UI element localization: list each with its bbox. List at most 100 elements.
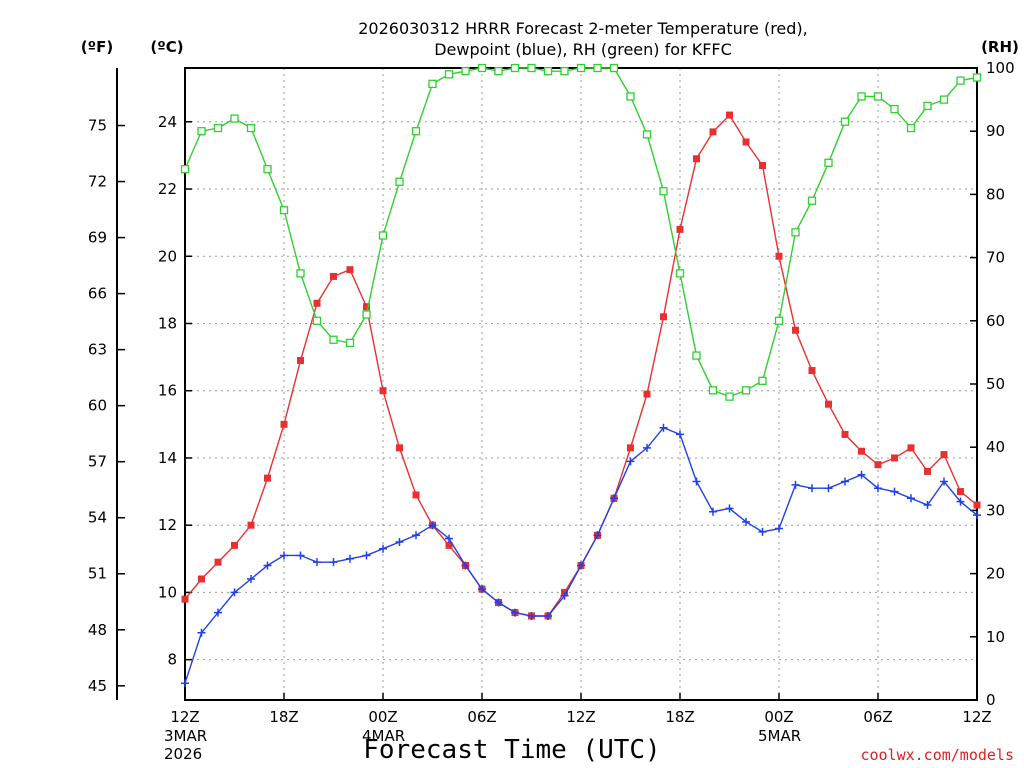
dewpoint-point [940,477,948,486]
rh-point [296,269,305,278]
rh-unit-label: (RH) [981,38,1019,56]
fahrenheit-tick-label: 66 [88,285,107,303]
temperature-point [726,111,733,119]
temperature-point [742,138,750,146]
rh-point [279,206,289,215]
rh-point [939,95,949,104]
fahrenheit-tick-label: 63 [88,341,107,359]
rh-point [395,177,404,186]
dewpoint-point [461,561,470,570]
fahrenheit-tick-label: 72 [88,173,107,191]
fahrenheit-tick-label: 51 [88,565,107,583]
fahrenheit-unit-label: (ºF) [81,38,113,56]
x-tick-label: 12Z [566,708,595,726]
x-tick-label: 18Z [269,708,298,726]
series-dewpoint [181,423,981,688]
series-rh [180,63,982,401]
dewpoint-point [692,477,701,486]
temperature-point [379,387,387,395]
temperature-point [660,313,667,321]
dewpoint-point [857,470,866,479]
rh-tick-label: 90 [986,122,1005,140]
celsius-unit-label: (ºC) [150,38,183,56]
dewpoint-point [874,484,882,493]
x-tick-date-label: 4MAR [362,727,405,745]
temperature-point [247,521,255,529]
temperature-point [280,420,288,428]
dewpoint-point [280,551,288,560]
fahrenheit-tick-label: 75 [88,117,107,135]
x-tick-label: 12Z [170,708,199,726]
rh-point [378,231,388,240]
temperature-point [907,444,915,452]
rh-point [741,386,751,395]
celsius-tick-label: 10 [158,583,177,601]
rh-point [510,63,520,73]
temperature-point [412,491,420,499]
fahrenheit-tick-label: 60 [88,397,107,415]
dewpoint-point [362,551,371,560]
dewpoint-point [379,544,387,553]
credit-text: coolwx.com/models [860,746,1014,764]
rh-point [774,316,784,325]
dewpoint-point [412,531,420,540]
rh-point [807,196,817,205]
dewpoint-point [346,554,354,563]
rh-point [824,158,833,167]
rh-point [642,130,652,139]
rh-point [708,386,718,395]
temperature-point [643,390,651,398]
temperature-point [808,367,816,375]
rh-point [873,92,883,101]
fahrenheit-tick-label: 45 [88,677,107,695]
dewpoint-point [709,507,717,516]
rh-point [329,335,338,344]
temperature-point [775,252,783,260]
rh-point [593,63,602,73]
celsius-tick-label: 16 [158,382,177,400]
x-tick-year-label: 2026 [164,745,202,763]
temperature-point [874,461,882,469]
temperature-point [396,444,403,452]
dewpoint-point [742,517,750,526]
dewpoint-point [329,558,338,567]
x-tick-label: 06Z [467,708,496,726]
rh-point [576,63,586,73]
rh-point [213,123,223,133]
rh-point [362,310,371,319]
temperature-point [313,299,321,307]
temperature-point [181,595,189,603]
x-tick-label: 18Z [665,708,694,726]
plot-frame [184,67,978,701]
x-tick-label: 00Z [368,708,397,726]
rh-point [857,92,866,101]
celsius-tick-label: 14 [158,449,177,467]
fahrenheit-tick-label: 69 [88,229,107,247]
temperature-point [940,451,948,459]
temperature-point [841,430,849,438]
dewpoint-point [544,611,552,620]
rh-point [197,127,206,136]
dewpoint-point [593,531,602,540]
dewpoint-point [775,524,783,533]
dewpoint-point [511,608,519,617]
series [180,63,982,688]
rh-point [906,123,916,133]
dewpoint-point [973,511,981,520]
rh-tick-label: 0 [986,691,996,709]
rh-point [263,164,272,174]
temperature-point [709,128,717,136]
dewpoint-point [626,457,635,466]
dewpoint-point [956,497,965,506]
rh-point [659,187,668,196]
rh-tick-label: 40 [986,438,1005,456]
tick-labels: 8 10 12 14 16 18 20 22 24 45 48 51 54 57 60 63 66 69 72 75 0… [88,59,1015,763]
rh-tick-label: 60 [986,312,1005,330]
x-tick-date-label: 5MAR [758,727,801,745]
dewpoint-point [560,591,569,600]
celsius-tick-label: 22 [158,180,177,198]
rh-point [758,376,767,385]
x-tick-date-label: 3MAR [164,727,207,745]
temperature-point [214,558,222,566]
